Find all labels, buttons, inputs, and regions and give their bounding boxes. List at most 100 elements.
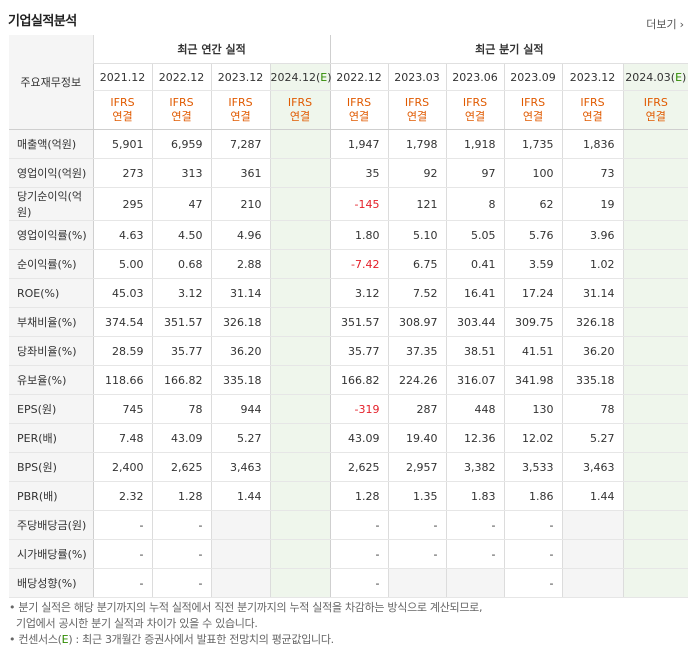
footnote-2: • 컨센서스(E) : 최근 3개월간 증권사에서 발표한 전망치의 평균값입니… [9, 633, 334, 646]
quarter-value: 2,957 [387, 452, 447, 482]
annual-value [269, 278, 331, 308]
row-label: 당좌비율(%) [9, 336, 93, 366]
ifrs-label: IFRS 연결 [561, 90, 624, 130]
table-row: 주당배당금(원) - - - - - - [9, 510, 689, 540]
section-title: 기업실적분석 [8, 14, 77, 29]
ifrs-label: IFRS 연결 [210, 90, 270, 130]
annual-value: 361 [210, 158, 270, 188]
quarter-value [622, 452, 689, 482]
quarter-value [622, 481, 689, 511]
quarter-value: 303.44 [445, 307, 505, 337]
quarter-value: 3,382 [445, 452, 505, 482]
annual-value: 166.82 [151, 365, 211, 395]
annual-value: 2,625 [151, 452, 211, 482]
quarter-value: - [387, 510, 447, 540]
annual-value: 2.32 [92, 481, 152, 511]
annual-value: - [92, 510, 152, 540]
estimate-marker: E [61, 633, 69, 646]
footnote-1: • 분기 실적은 해당 분기까지의 누적 실적에서 직전 분기까지의 누적 실적… [9, 601, 483, 614]
quarter-value: 38.51 [445, 336, 505, 366]
quarter-value: 1,947 [329, 129, 389, 159]
table-row: 영업이익(억원) 273 313 361 35 92 97 100 73 [9, 158, 689, 188]
annual-value: 351.57 [151, 307, 211, 337]
annual-value: 78 [151, 394, 211, 424]
quarter-value [622, 187, 689, 221]
annual-value: 1.44 [210, 481, 270, 511]
row-label: 당기순이익(억원) [9, 187, 93, 221]
period-header: 2024.03(E) [622, 63, 689, 91]
footnotes: • 분기 실적은 해당 분기까지의 누적 실적에서 직전 분기까지의 누적 실적… [9, 600, 483, 648]
annual-value: 7.48 [92, 423, 152, 453]
quarter-value: 43.09 [329, 423, 389, 453]
table-row: 시가배당률(%) - - - - - - [9, 539, 689, 569]
quarter-value: 2,625 [329, 452, 389, 482]
annual-value [269, 129, 331, 159]
annual-value: 295 [92, 187, 152, 221]
annual-value: 3.12 [151, 278, 211, 308]
table-row: PER(배) 7.48 43.09 5.27 43.09 19.40 12.36 12.02 5… [9, 423, 689, 453]
row-label: EPS(원) [9, 394, 93, 424]
quarter-value: 6.75 [387, 249, 447, 279]
estimate-marker: E [675, 70, 683, 84]
quarter-value: 3.12 [329, 278, 389, 308]
table-row: 순이익률(%) 5.00 0.68 2.88 -7.42 6.75 0.41 3.59 1.02 [9, 249, 689, 279]
table-row: 부채비율(%) 374.54 351.57 326.18 351.57 308.97 303… [9, 307, 689, 337]
table-row: 유보율(%) 118.66 166.82 335.18 166.82 224.26 316.… [9, 365, 689, 395]
ifrs-label: IFRS 연결 [503, 90, 563, 130]
annual-value [269, 539, 331, 569]
quarter-value: 1.35 [387, 481, 447, 511]
quarter-value: 1.80 [329, 220, 389, 250]
annual-group-header: 최근 연간 실적 [92, 35, 331, 64]
quarter-value: 1,836 [561, 129, 624, 159]
period-header: 2023.03 [387, 63, 447, 91]
more-link[interactable]: 더보기 › [646, 16, 684, 32]
quarter-value: 73 [561, 158, 624, 188]
period-header: 2023.12 [561, 63, 624, 91]
quarter-value [622, 278, 689, 308]
quarter-value: 97 [445, 158, 505, 188]
quarter-value: 92 [387, 158, 447, 188]
quarter-value: 17.24 [503, 278, 563, 308]
period-header: 2023.09 [503, 63, 563, 91]
annual-value: 6,959 [151, 129, 211, 159]
period-header: 2024.12(E) [269, 63, 332, 91]
annual-value: 1.28 [151, 481, 211, 511]
quarter-value: 37.35 [387, 336, 447, 366]
annual-value: 2,400 [92, 452, 152, 482]
annual-value: 5,901 [92, 129, 152, 159]
chevron-right-icon: › [679, 18, 684, 31]
quarter-value [622, 568, 689, 598]
annual-value: 374.54 [92, 307, 152, 337]
quarter-value: 100 [503, 158, 563, 188]
table-row: 당좌비율(%) 28.59 35.77 36.20 35.77 37.35 38.51 41.… [9, 336, 689, 366]
financial-table: 주요재무정보 최근 연간 실적 최근 분기 실적 2021.12 2022.12 2… [9, 35, 689, 598]
annual-value: 4.96 [210, 220, 270, 250]
quarter-value: - [387, 539, 447, 569]
quarter-value [622, 336, 689, 366]
label-header: 주요재무정보 [9, 35, 93, 130]
quarter-value [561, 568, 624, 598]
annual-value: 31.14 [210, 278, 270, 308]
table-row: ROE(%) 45.03 3.12 31.14 3.12 7.52 16.41 17.24 31… [9, 278, 689, 308]
quarter-value: 62 [503, 187, 563, 221]
annual-value: 745 [92, 394, 152, 424]
quarter-value [622, 129, 689, 159]
annual-value [269, 187, 331, 221]
quarter-value [622, 394, 689, 424]
quarter-value: 448 [445, 394, 505, 424]
quarter-value [622, 510, 689, 540]
quarter-value: 35.77 [329, 336, 389, 366]
annual-value: - [151, 568, 211, 598]
annual-value [269, 249, 331, 279]
estimate-marker: E [320, 70, 328, 84]
quarter-value [622, 307, 689, 337]
table-row: PBR(배) 2.32 1.28 1.44 1.28 1.35 1.83 1.86 1.44 [9, 481, 689, 511]
quarter-value: -7.42 [329, 249, 389, 279]
quarter-value: - [445, 539, 505, 569]
quarter-value: 12.02 [503, 423, 563, 453]
quarter-value: 351.57 [329, 307, 389, 337]
table-row: BPS(원) 2,400 2,625 3,463 2,625 2,957 3,382 3,53… [9, 452, 689, 482]
ifrs-label: IFRS 연결 [622, 90, 689, 130]
period-header: 2023.12 [210, 63, 270, 91]
annual-value [269, 510, 331, 540]
